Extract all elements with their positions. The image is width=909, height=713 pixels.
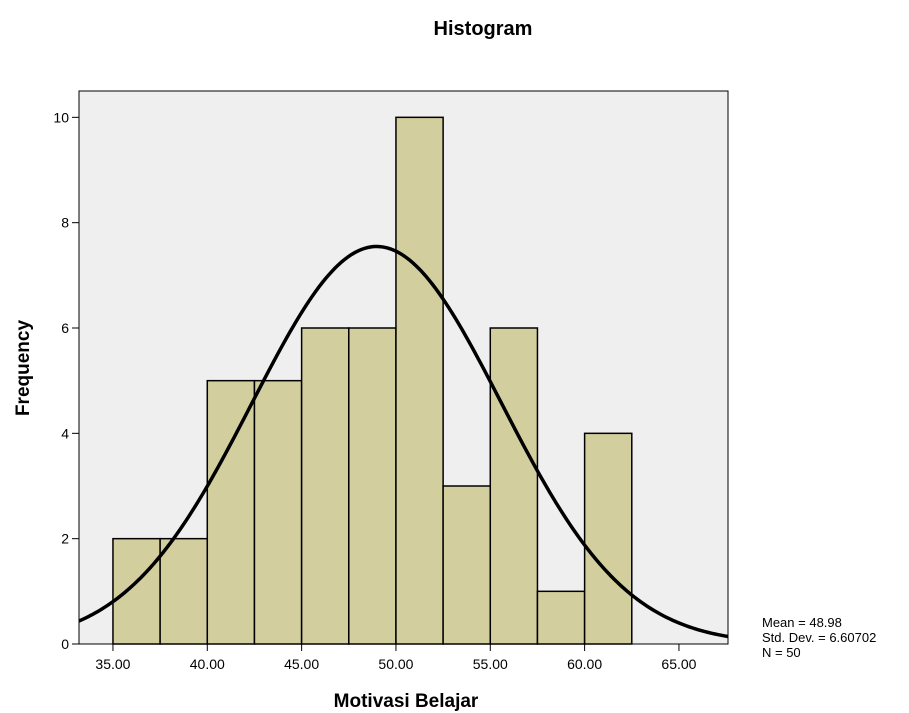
- y-tick-label: 2: [61, 531, 69, 547]
- x-tick-label: 65.00: [661, 656, 696, 672]
- x-tick-label: 40.00: [190, 656, 225, 672]
- histogram-bars: [112, 116, 633, 645]
- histogram-bar: [489, 327, 539, 645]
- histogram-bar: [300, 327, 350, 645]
- histogram-bar: [112, 537, 161, 645]
- x-tick-label: 35.00: [95, 656, 130, 672]
- x-axis-title: Motivasi Belajar: [334, 691, 479, 712]
- histogram-bar: [536, 590, 586, 645]
- x-tick-label: 45.00: [284, 656, 319, 672]
- y-tick-label: 4: [61, 425, 69, 441]
- histogram-bar: [348, 327, 397, 645]
- x-axis: 35.00 40.00 45.00 50.00 55.00 60.00 65.00: [95, 644, 697, 672]
- histogram-bar: [583, 432, 633, 645]
- stats-box: Mean = 48.98 Std. Dev. = 6.60702 N = 50: [762, 615, 876, 660]
- stats-std-dev: Std. Dev. = 6.60702: [762, 630, 876, 645]
- y-tick-label: 0: [61, 636, 69, 652]
- histogram-bar: [395, 116, 444, 645]
- normal-curve: [78, 244, 729, 639]
- y-tick-label: 6: [61, 320, 69, 336]
- y-tick-label: 8: [61, 215, 69, 231]
- y-axis-title: Frequency: [13, 320, 34, 417]
- y-tick-label: 10: [53, 109, 69, 125]
- histogram-bar: [159, 537, 209, 645]
- chart-title: Histogram: [434, 18, 533, 40]
- x-tick-label: 55.00: [473, 656, 508, 672]
- y-axis: 0 2 4 6 8 10: [53, 109, 79, 652]
- x-tick-label: 60.00: [567, 656, 602, 672]
- histogram-bar: [206, 379, 256, 645]
- stats-n: N = 50: [762, 645, 801, 660]
- x-tick-label: 50.00: [378, 656, 413, 672]
- histogram-bar: [253, 379, 303, 645]
- histogram-bar: [442, 485, 492, 645]
- stats-mean: Mean = 48.98: [762, 615, 842, 630]
